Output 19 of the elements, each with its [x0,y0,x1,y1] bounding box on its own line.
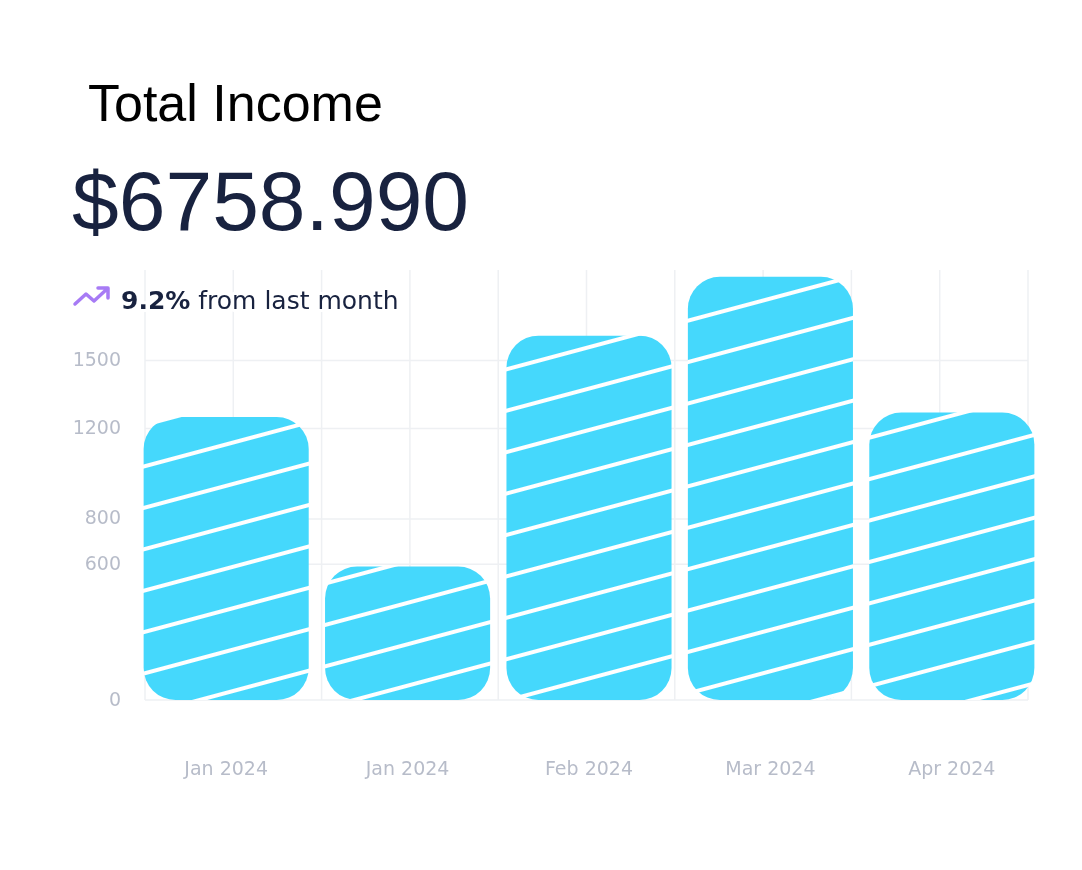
bar [687,276,853,700]
x-tick-label: Jan 2024 [183,757,269,779]
bar [506,335,672,700]
y-tick-label: 800 [84,506,121,529]
y-tick-label: 0 [108,687,121,710]
chart-subtitle: $6758.990 [72,154,470,248]
y-tick-label: 600 [84,551,121,574]
x-tick-label: Apr 2024 [908,757,996,779]
y-tick-label: 1200 [72,415,121,438]
bar [325,566,491,700]
bar [143,417,309,700]
annotation: from last month [190,286,399,315]
annotation: 9.2% [121,286,191,315]
bar [869,412,1035,700]
x-tick-label: Mar 2024 [725,757,816,779]
x-tick-label: Jan 2024 [364,757,450,779]
x-tick-label: Feb 2024 [544,757,634,779]
chart-title: Total Income [88,74,383,132]
y-tick-label: 1500 [72,348,121,371]
